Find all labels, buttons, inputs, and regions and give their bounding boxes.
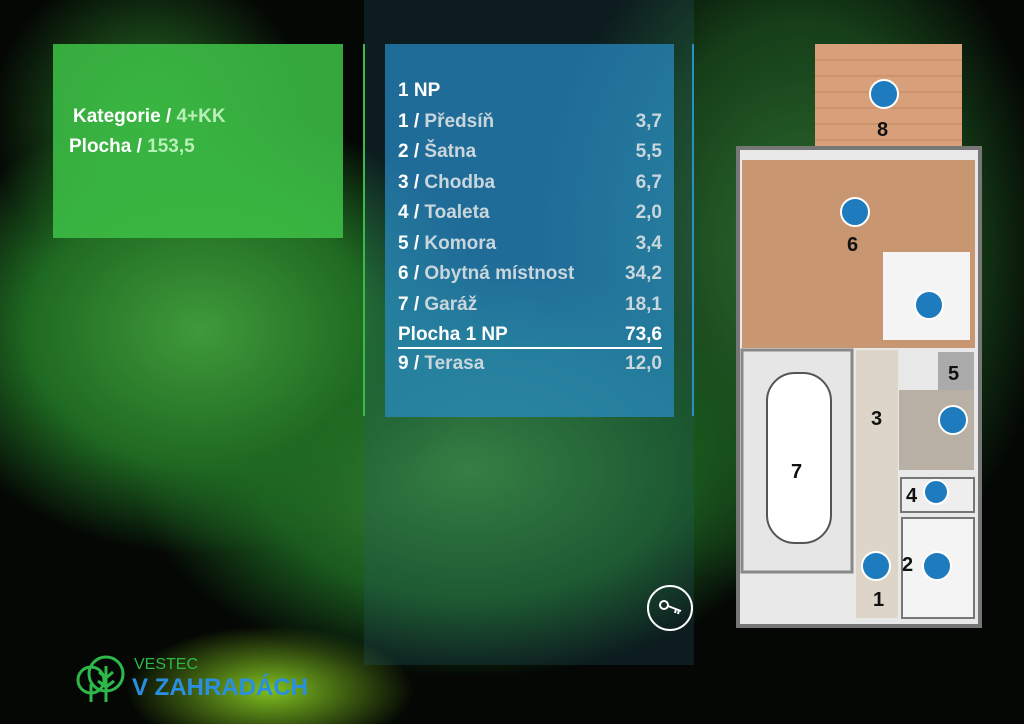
room-row: 4 / Toaleta 2,0 bbox=[398, 202, 662, 223]
area-label: Plocha / bbox=[69, 136, 142, 157]
room-row: 5 / Komora 3,4 bbox=[398, 232, 662, 254]
plan-label-8: 8 bbox=[877, 119, 888, 141]
plan-label-3: 3 bbox=[871, 408, 882, 430]
dining-icon bbox=[914, 290, 944, 320]
room-row: 7 / Garáž 18,1 bbox=[398, 293, 662, 315]
floor-title: 1 NP bbox=[398, 80, 441, 101]
plan-label-7: 7 bbox=[791, 461, 802, 483]
umbrella-icon bbox=[869, 79, 899, 109]
room-row: 2 / Šatna 5,5 bbox=[398, 141, 662, 162]
divider-line bbox=[692, 44, 694, 416]
tree-logo-icon bbox=[76, 655, 125, 702]
area-value: 153,5 bbox=[147, 136, 195, 157]
car-icon bbox=[766, 372, 832, 544]
logo-line1: VESTEC bbox=[134, 656, 199, 673]
shoe-icon bbox=[861, 551, 891, 581]
summary-box: Kategorie / 4+KK Plocha / 153,5 bbox=[53, 44, 343, 238]
hanger-icon bbox=[922, 551, 952, 581]
key-icon[interactable] bbox=[647, 585, 693, 631]
room-row: 1 / Předsíň 3,7 bbox=[398, 110, 662, 132]
logo: VESTEC V ZAHRADÁCH bbox=[74, 654, 308, 711]
room-row: 3 / Chodba 6,7 bbox=[398, 171, 662, 193]
room-row: 6 / Obytná místnost 34,2 bbox=[398, 263, 662, 284]
plan-label-1: 1 bbox=[873, 589, 884, 611]
total-row: Plocha 1 NP 73,6 bbox=[398, 320, 662, 349]
boxes-icon bbox=[938, 405, 968, 435]
plan-label-6: 6 bbox=[847, 234, 858, 256]
plan-label-5: 5 bbox=[948, 363, 959, 385]
toilet-icon bbox=[923, 479, 949, 505]
sofa-icon bbox=[840, 197, 870, 227]
plan-label-2: 2 bbox=[902, 554, 913, 576]
plan-label-4: 4 bbox=[906, 485, 918, 507]
divider-line bbox=[363, 44, 365, 416]
storage bbox=[938, 352, 974, 390]
logo-line2: V ZAHRADÁCH bbox=[132, 674, 308, 701]
category-value: 4+KK bbox=[176, 106, 226, 127]
category-label: Kategorie / bbox=[73, 106, 172, 127]
room-row: 9 / Terasa 12,0 bbox=[398, 353, 662, 374]
corridor bbox=[856, 350, 898, 518]
room-list: 1 NP 1 / Předsíň 3,7 2 / Šatna 5,5 3 / Cho… bbox=[385, 44, 674, 417]
